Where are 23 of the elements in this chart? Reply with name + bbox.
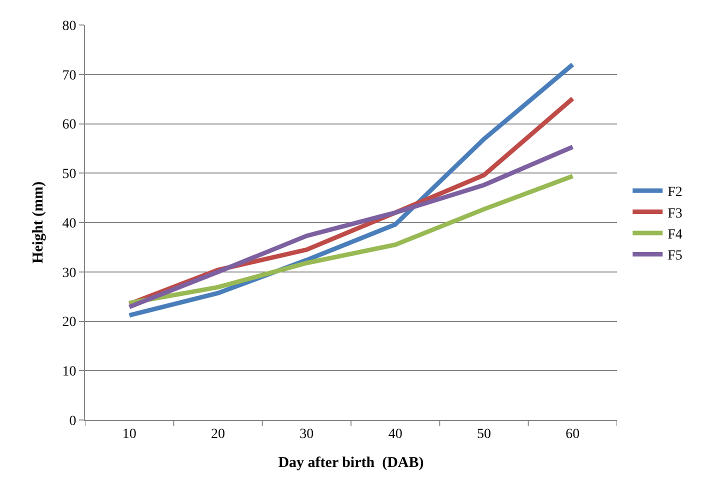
- legend-label: F5: [668, 248, 682, 264]
- x-tick-label: 30: [300, 426, 314, 442]
- y-axis-title: Height (mm): [30, 181, 46, 264]
- y-tick-label: 50: [62, 167, 76, 182]
- y-tick-label: 70: [62, 68, 76, 84]
- legend-label: F2: [668, 185, 682, 200]
- x-tick-label: 40: [388, 426, 402, 442]
- line-series: [127, 144, 575, 310]
- x-tick-label: 60: [566, 426, 580, 442]
- y-tick-label: 60: [62, 118, 76, 133]
- y-tick-label: 10: [62, 364, 76, 380]
- x-axis-title: Day after birth (DAB): [278, 454, 424, 471]
- legend-label: F3: [668, 206, 682, 222]
- y-tick-label: 20: [62, 315, 76, 330]
- y-tick-label: 0: [69, 414, 76, 429]
- x-tick-label: 10: [122, 426, 136, 442]
- y-tick-label: 80: [62, 18, 76, 34]
- x-tick-label: 20: [211, 426, 225, 442]
- y-tick-label: 40: [62, 216, 76, 232]
- x-tick-label: 50: [477, 426, 491, 442]
- line-series: [127, 174, 575, 306]
- y-tick-label: 30: [62, 266, 76, 281]
- legend-label: F4: [668, 227, 682, 242]
